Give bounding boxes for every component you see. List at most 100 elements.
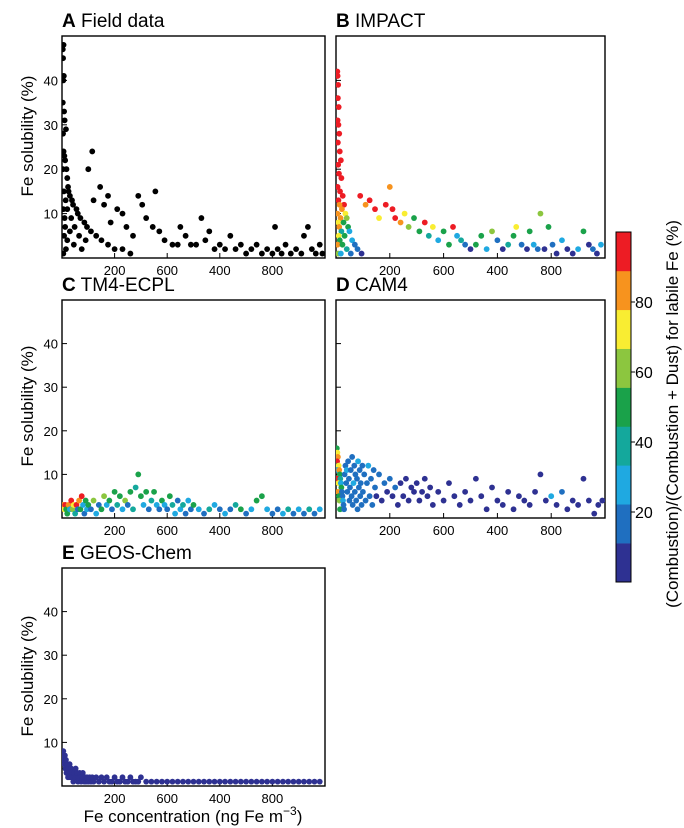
- data-point: [62, 188, 67, 195]
- data-point: [372, 206, 378, 213]
- data-point: [336, 73, 341, 79]
- data-point: [337, 475, 344, 482]
- data-point: [295, 778, 302, 785]
- data-point: [451, 493, 458, 500]
- data-point: [90, 778, 97, 785]
- data-point: [79, 770, 86, 776]
- data-point: [386, 184, 393, 190]
- data-point: [95, 502, 102, 508]
- data-point: [337, 188, 343, 195]
- data-point: [64, 510, 71, 517]
- data-point: [187, 241, 194, 248]
- plot-frame: [335, 299, 606, 519]
- data-point: [580, 475, 587, 482]
- y-tick-label: 30: [44, 648, 58, 663]
- data-point: [119, 506, 126, 513]
- y-axis-label-middle: Fe solubility (%): [18, 346, 37, 467]
- data-point: [76, 497, 82, 504]
- data-point: [62, 73, 67, 79]
- data-point: [258, 778, 265, 785]
- data-point: [161, 237, 168, 244]
- data-point: [253, 241, 260, 248]
- data-point: [145, 506, 152, 513]
- data-point: [216, 778, 223, 785]
- data-point: [216, 506, 223, 513]
- data-point: [151, 488, 157, 495]
- data-point: [62, 130, 66, 137]
- data-point: [74, 210, 81, 217]
- data-point: [127, 774, 134, 781]
- panel-letter: A: [62, 11, 76, 32]
- data-point: [530, 241, 537, 248]
- data-point: [90, 497, 97, 504]
- data-point: [458, 237, 464, 244]
- data-point: [62, 752, 68, 759]
- data-point: [62, 748, 67, 755]
- data-point: [346, 228, 353, 235]
- data-point: [103, 502, 110, 508]
- y-axis-label-top: Fe solubility (%): [18, 76, 37, 197]
- data-point: [135, 471, 142, 478]
- data-point: [159, 778, 165, 785]
- data-point: [269, 778, 276, 785]
- panel-name: CAM4: [350, 275, 409, 296]
- data-point: [589, 246, 596, 253]
- x-tick-label: 400: [209, 523, 231, 538]
- data-point: [553, 250, 560, 257]
- data-point: [336, 117, 341, 124]
- data-point: [185, 497, 192, 504]
- data-point: [285, 778, 292, 785]
- colorbar-segment: [616, 504, 631, 544]
- data-point: [316, 241, 323, 248]
- data-point: [76, 232, 82, 239]
- data-point: [336, 462, 342, 469]
- data-point: [342, 210, 349, 217]
- data-point: [336, 121, 342, 128]
- data-point: [336, 170, 342, 177]
- data-point: [421, 475, 428, 482]
- data-point: [193, 241, 200, 248]
- data-point: [456, 502, 463, 508]
- data-point: [478, 232, 485, 239]
- data-point: [68, 765, 75, 772]
- colorbar-segment: [616, 465, 631, 505]
- panel-B: B IMPACT 200 600 400 800: [335, 11, 606, 278]
- x-tick-label: 400: [209, 791, 231, 806]
- panel-letter: E: [62, 543, 75, 564]
- data-point: [569, 250, 576, 257]
- data-point: [585, 241, 592, 248]
- data-point: [316, 778, 323, 785]
- data-point: [537, 210, 544, 217]
- data-point: [285, 506, 292, 513]
- data-point: [336, 445, 340, 452]
- data-point: [172, 510, 178, 517]
- data-point: [336, 104, 342, 110]
- data-point: [411, 215, 417, 221]
- colorbar-segment: [616, 426, 631, 466]
- colorbar-segment: [616, 543, 631, 583]
- data-point: [336, 210, 341, 217]
- data-point: [227, 778, 234, 785]
- data-point: [201, 510, 207, 517]
- y-tick-label: 40: [44, 605, 58, 620]
- x-tick-label: 800: [540, 263, 562, 278]
- data-point: [336, 161, 342, 168]
- x-tick-label: 200: [379, 263, 401, 278]
- data-point: [64, 175, 71, 181]
- data-point: [232, 502, 239, 508]
- data-point: [161, 502, 168, 508]
- data-point: [505, 241, 512, 248]
- data-point: [63, 126, 69, 133]
- data-point: [467, 246, 474, 253]
- data-point: [341, 471, 348, 478]
- data-point: [345, 458, 352, 465]
- data-point: [483, 246, 490, 253]
- data-point: [397, 480, 404, 487]
- x-tick-label: 800: [262, 791, 284, 806]
- data-point: [62, 148, 67, 155]
- colorbar-segment: [616, 387, 631, 427]
- colorbar-frame: [615, 231, 632, 583]
- data-point: [156, 506, 163, 513]
- data-point: [71, 224, 78, 230]
- data-point: [341, 201, 347, 208]
